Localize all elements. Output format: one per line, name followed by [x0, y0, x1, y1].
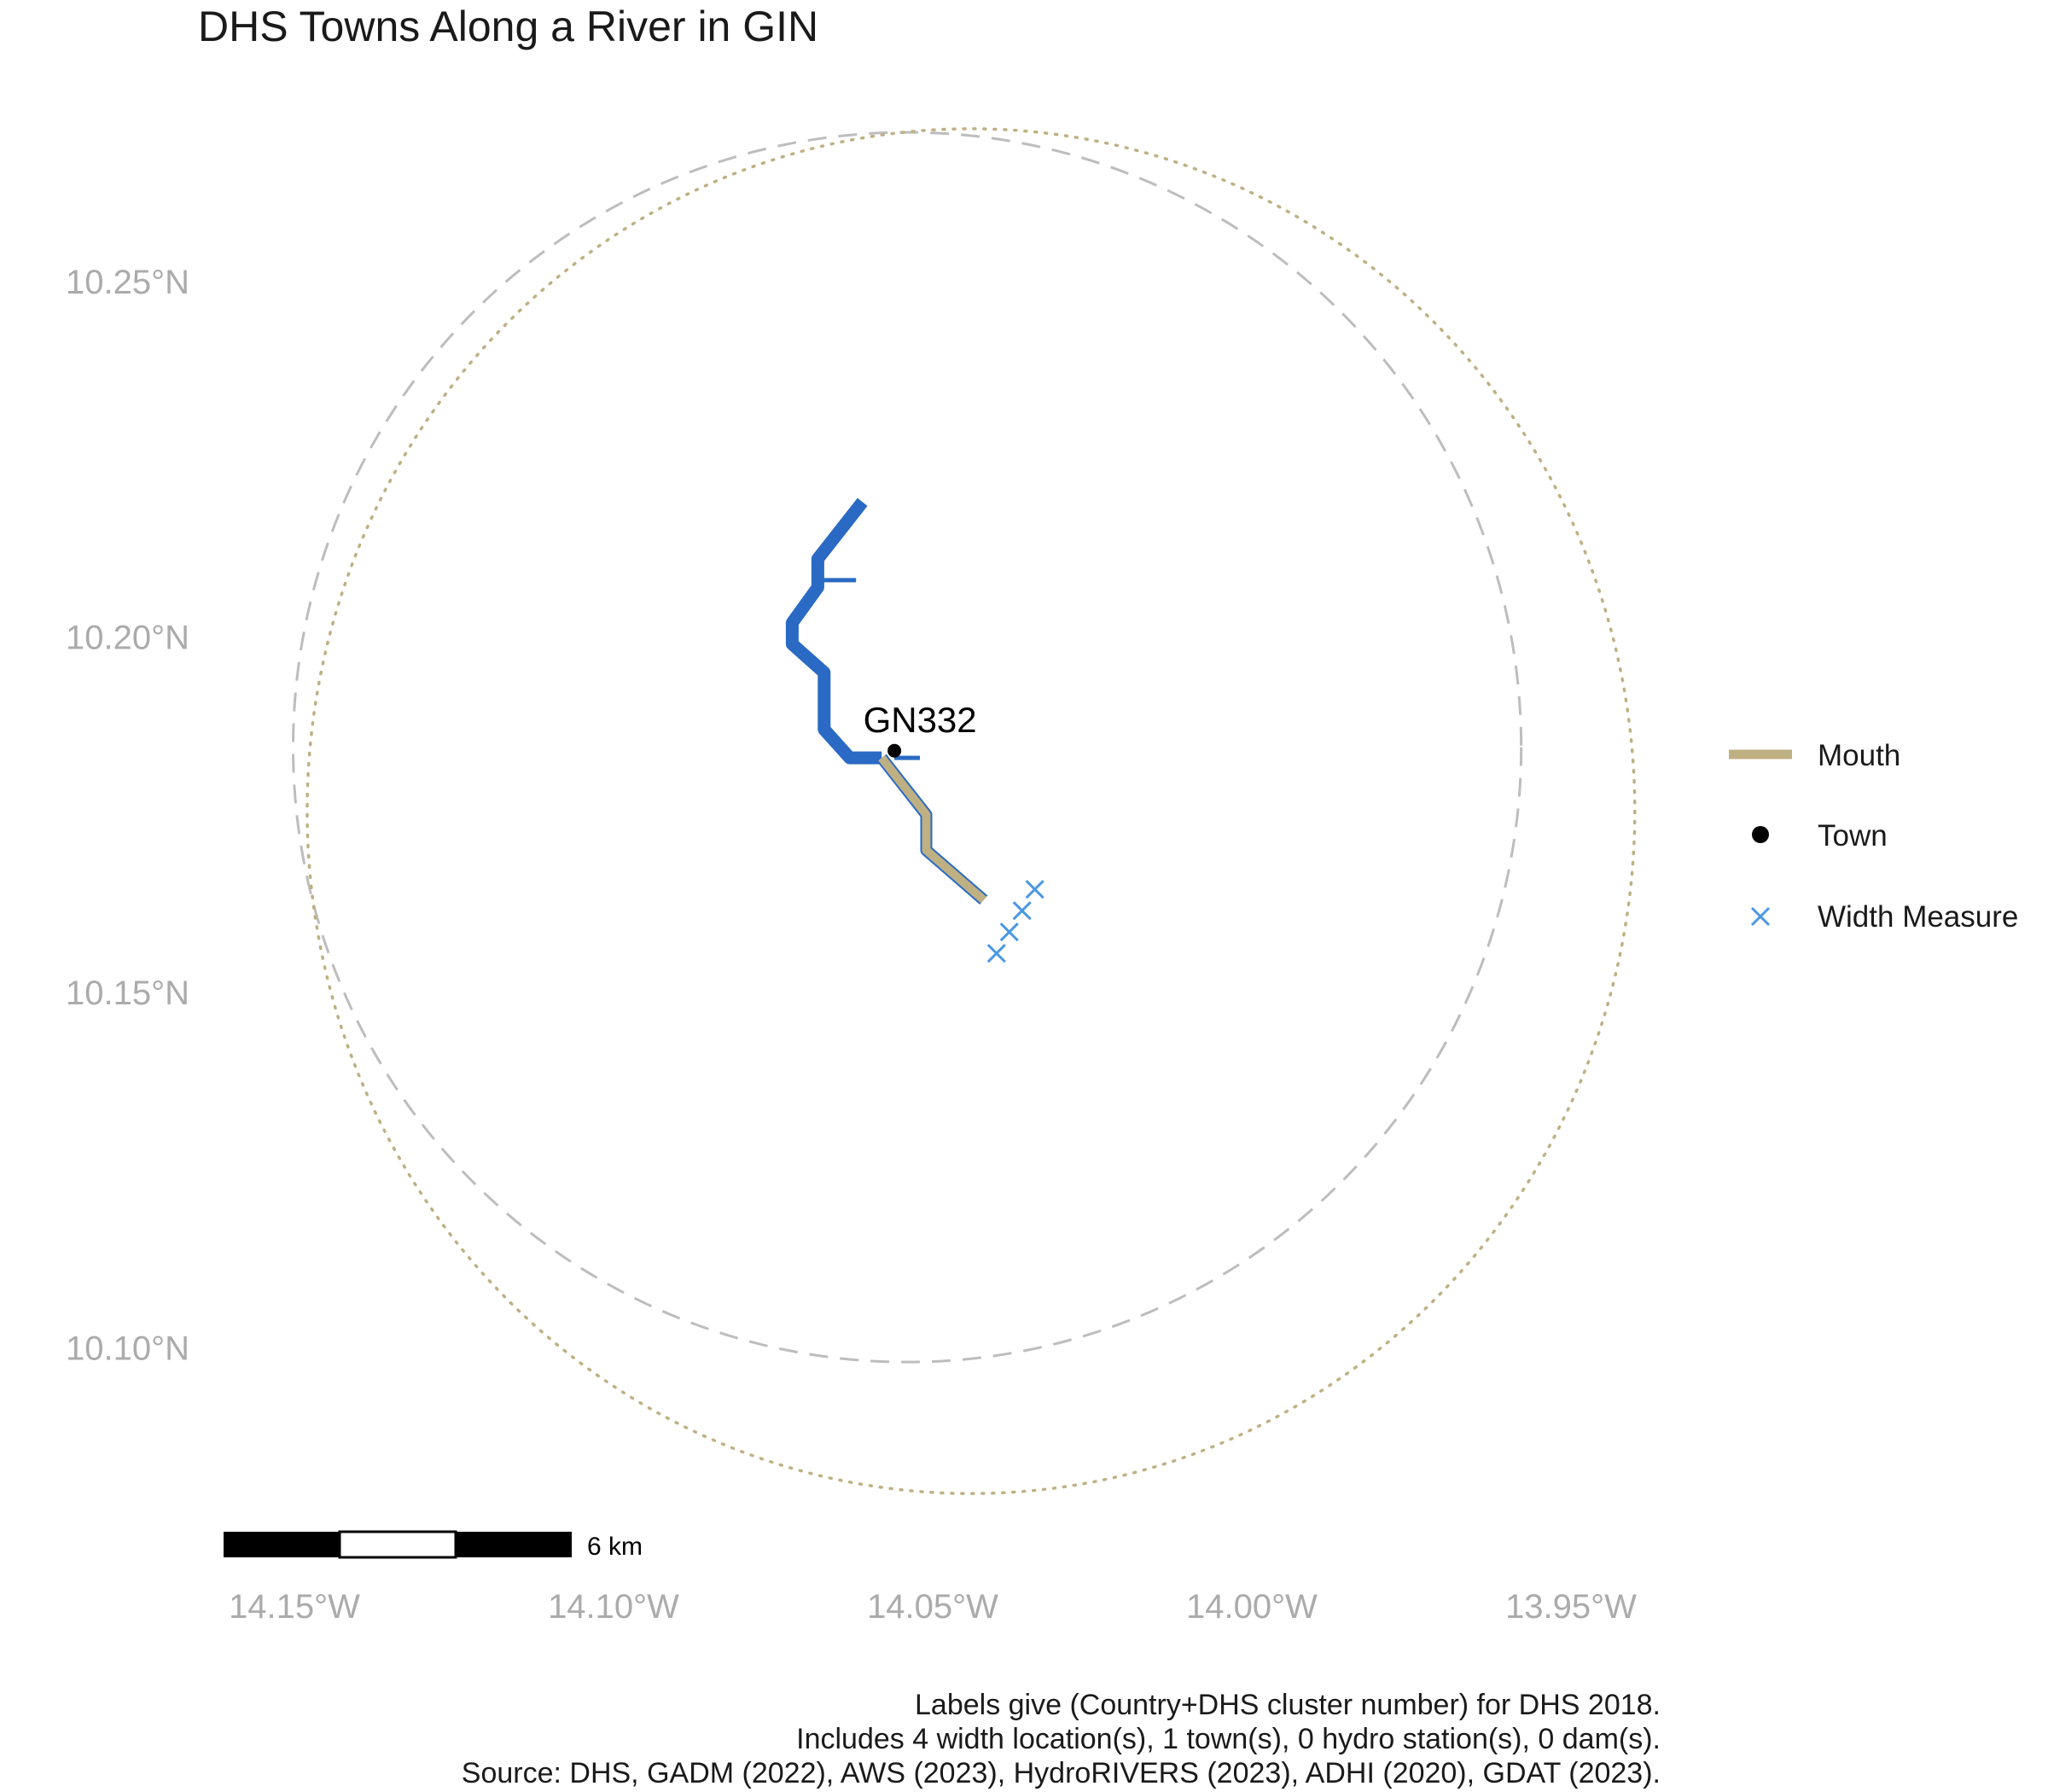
x-tick-label-1: 14.10°W — [548, 1588, 679, 1626]
x-tick-label-3: 14.00°W — [1186, 1588, 1318, 1626]
scale-bar-segment-1 — [224, 1532, 340, 1557]
y-tick-label-2: 10.15°N — [66, 975, 189, 1012]
buffer-circle-dotted — [305, 127, 1637, 1496]
river-mouth-line — [878, 755, 987, 904]
legend-town-label: Town — [1818, 819, 1888, 852]
width-measure-marker-3 — [1025, 880, 1044, 899]
buffer-circle-dashed — [292, 131, 1523, 1364]
map-panel: GN332 — [292, 127, 1637, 1496]
x-tick-label-2: 14.05°W — [867, 1588, 998, 1626]
width-measure-marker-1 — [999, 922, 1019, 942]
map-title: DHS Towns Along a River in GIN — [198, 3, 818, 50]
legend-width-measure-label: Width Measure — [1818, 900, 2018, 934]
caption-line-2: Includes 4 width location(s), 1 town(s),… — [796, 1723, 1661, 1755]
x-axis-tick-labels: 14.15°W 14.10°W 14.05°W 14.00°W 13.95°W — [229, 1588, 1637, 1626]
river-main-line — [785, 497, 882, 765]
y-tick-label-3: 10.10°N — [66, 1330, 189, 1368]
x-tick-label-0: 14.15°W — [229, 1588, 360, 1626]
scale-bar-label: 6 km — [587, 1533, 643, 1561]
legend-width-measure-key — [1750, 906, 1771, 927]
caption-line-1: Labels give (Country+DHS cluster number)… — [915, 1689, 1661, 1721]
x-tick-label-4: 13.95°W — [1505, 1588, 1637, 1626]
width-measure-marker-2 — [1012, 901, 1032, 921]
y-tick-label-0: 10.25°N — [66, 264, 189, 301]
width-measure-marker-0 — [986, 944, 1006, 963]
legend-mouth-label: Mouth — [1818, 739, 1900, 772]
legend: Mouth Town Width Measure — [1729, 739, 2018, 934]
legend-town-key — [1752, 826, 1769, 843]
scale-bar-segment-2 — [338, 1530, 457, 1559]
town-point-0 — [887, 743, 902, 758]
scale-bar-segment-3 — [456, 1532, 572, 1557]
y-axis-tick-labels: 10.25°N 10.20°N 10.15°N 10.10°N — [66, 264, 189, 1368]
y-tick-label-1: 10.20°N — [66, 620, 189, 657]
scale-bar: 6 km — [224, 1530, 643, 1561]
town-label-0: GN332 — [864, 700, 977, 740]
caption: Labels give (Country+DHS cluster number)… — [462, 1689, 1661, 1789]
caption-line-3: Source: DHS, GADM (2022), AWS (2023), Hy… — [462, 1757, 1661, 1789]
